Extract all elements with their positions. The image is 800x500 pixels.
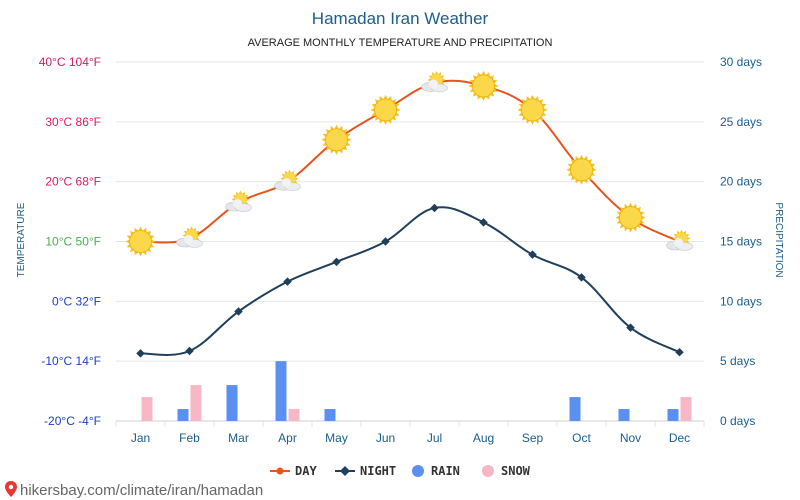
y2-tick-label: 10 days <box>720 294 762 308</box>
rain-bar[interactable] <box>226 385 238 421</box>
y-tick-label: 0°C 32°F <box>52 294 101 308</box>
y-tick-label: 40°C 104°F <box>39 55 101 69</box>
sun-icon[interactable] <box>615 202 646 233</box>
y-axis-title: TEMPERATURE <box>16 202 27 277</box>
y2-tick-label: 25 days <box>720 115 762 129</box>
partly-cloudy-icon[interactable] <box>421 70 448 93</box>
y2-tick-label: 20 days <box>720 175 762 189</box>
y2-tick-label: 30 days <box>720 55 762 69</box>
chart-subtitle: AVERAGE MONTHLY TEMPERATURE AND PRECIPIT… <box>248 37 553 49</box>
night-line <box>140 206 680 356</box>
y2-axis-title: PRECIPITATION <box>773 202 784 277</box>
rain-bar[interactable] <box>667 409 679 421</box>
y-tick-label: 30°C 86°F <box>45 115 101 129</box>
partly-cloudy-icon[interactable] <box>666 229 693 251</box>
partly-cloudy-icon[interactable] <box>225 190 252 212</box>
x-tick-label: Aug <box>473 431 494 445</box>
x-tick-label: Oct <box>572 431 591 445</box>
night-point[interactable] <box>381 237 390 246</box>
sun-icon[interactable] <box>566 154 597 185</box>
night-point[interactable] <box>479 218 488 227</box>
source-link[interactable]: hikersbay.com/climate/iran/hamadan <box>5 481 263 499</box>
snow-bar[interactable] <box>141 397 153 421</box>
night-point[interactable] <box>136 349 145 358</box>
sun-icon[interactable] <box>370 94 401 125</box>
legend-day-label: DAY <box>295 464 317 478</box>
y2-tick-label: 15 days <box>720 235 762 249</box>
weather-icons <box>125 70 693 257</box>
day-line <box>140 79 680 244</box>
x-tick-label: Nov <box>620 431 641 445</box>
y2-tick-label: 5 days <box>720 354 755 368</box>
y-tick-label: 10°C 50°F <box>45 235 101 249</box>
legend-day[interactable]: DAY <box>270 464 317 478</box>
night-point[interactable] <box>185 346 194 356</box>
rain-bar[interactable] <box>569 397 581 421</box>
chart-title: Hamadan Iran Weather <box>312 9 489 28</box>
legend-rain-label: RAIN <box>431 464 460 478</box>
sun-icon[interactable] <box>468 70 499 101</box>
legend-rain[interactable]: RAIN <box>412 464 460 478</box>
location-pin-icon <box>5 481 17 497</box>
chart-legend: DAY NIGHT RAIN SNOW <box>270 464 531 478</box>
night-point[interactable] <box>283 277 292 286</box>
x-tick-label: Feb <box>179 431 200 445</box>
snow-bar[interactable] <box>680 397 692 421</box>
partly-cloudy-icon[interactable] <box>274 169 301 191</box>
x-tick-label: Jul <box>427 431 442 445</box>
legend-snow-label: SNOW <box>501 464 531 478</box>
snow-bar[interactable] <box>288 409 300 421</box>
sun-icon[interactable] <box>125 226 156 257</box>
x-tick-label: Jan <box>131 431 150 445</box>
rain-bar[interactable] <box>275 361 287 421</box>
night-point[interactable] <box>430 203 439 213</box>
legend-night[interactable]: NIGHT <box>335 464 396 478</box>
snow-bar[interactable] <box>190 385 202 421</box>
night-point[interactable] <box>332 257 341 267</box>
y2-tick-label: 0 days <box>720 414 755 428</box>
axis-labels: 40°C 104°F 30°C 86°F 20°C 68°F 10°C 50°F 0°C… <box>39 55 762 445</box>
partly-cloudy-icon[interactable] <box>176 226 203 248</box>
gridlines <box>115 61 705 427</box>
precipitation-bars <box>141 361 692 421</box>
rain-bar[interactable] <box>177 409 189 421</box>
night-point[interactable] <box>675 347 684 357</box>
night-point[interactable] <box>626 323 635 332</box>
x-tick-label: Dec <box>669 431 690 445</box>
y-tick-label: 20°C 68°F <box>45 175 101 189</box>
x-tick-label: Mar <box>228 431 249 445</box>
x-tick-label: May <box>325 431 348 445</box>
legend-snow[interactable]: SNOW <box>482 464 531 478</box>
legend-night-label: NIGHT <box>360 464 396 478</box>
rain-bar[interactable] <box>324 409 336 421</box>
y-tick-label: -10°C 14°F <box>41 354 101 368</box>
source-url: hikersbay.com/climate/iran/hamadan <box>20 482 263 499</box>
sun-icon[interactable] <box>321 124 352 155</box>
sun-icon[interactable] <box>517 94 548 125</box>
x-tick-label: Apr <box>278 431 297 445</box>
night-point[interactable] <box>528 250 537 259</box>
night-point[interactable] <box>234 307 243 316</box>
rain-bar[interactable] <box>618 409 630 421</box>
night-point[interactable] <box>577 273 586 282</box>
x-tick-label: Jun <box>376 431 395 445</box>
x-tick-label: Sep <box>522 431 544 445</box>
y-tick-label: -20°C -4°F <box>44 414 101 428</box>
